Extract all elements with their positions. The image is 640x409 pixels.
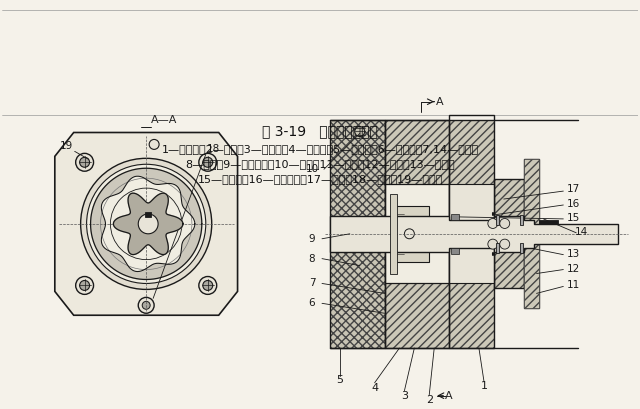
Bar — [496, 243, 499, 253]
Text: 8—压盖；9—滚针轴承；10—油塞；11—卡圈；12—法兰；13—泵轴；: 8—压盖；9—滚针轴承；10—油塞；11—卡圈；12—法兰；13—泵轴； — [185, 159, 455, 169]
Text: 9: 9 — [308, 234, 316, 244]
Circle shape — [138, 297, 154, 313]
Bar — [385, 184, 449, 283]
Circle shape — [142, 301, 150, 309]
Text: 3: 3 — [401, 391, 408, 401]
Bar — [449, 119, 494, 184]
Text: 2: 2 — [426, 395, 433, 405]
Text: 18: 18 — [207, 144, 220, 154]
Bar — [449, 184, 494, 283]
Polygon shape — [101, 176, 195, 272]
Bar — [385, 119, 449, 184]
Circle shape — [355, 126, 365, 137]
Bar — [496, 215, 499, 225]
Text: A: A — [436, 97, 444, 107]
Polygon shape — [330, 216, 618, 252]
Circle shape — [199, 276, 217, 294]
Circle shape — [203, 281, 212, 290]
Bar — [538, 220, 558, 224]
Bar — [494, 179, 524, 288]
Bar — [330, 119, 385, 348]
Polygon shape — [113, 193, 183, 254]
Bar — [451, 248, 459, 254]
Circle shape — [81, 158, 212, 290]
Text: 4: 4 — [371, 383, 378, 393]
Text: 7: 7 — [308, 279, 316, 288]
Text: 8: 8 — [308, 254, 316, 264]
Circle shape — [138, 214, 158, 234]
Circle shape — [404, 229, 414, 239]
Circle shape — [149, 139, 159, 149]
Text: 16: 16 — [566, 199, 580, 209]
Bar — [520, 215, 523, 225]
Text: 13: 13 — [566, 249, 580, 258]
Text: 1—前泵盖；2—壳体；3—圆柱销；4—后泵盖；5—外转子；6—内转子；7,14—平键；: 1—前泵盖；2—壳体；3—圆柱销；4—后泵盖；5—外转子；6—内转子；7,14—… — [161, 144, 479, 154]
Bar — [520, 243, 523, 253]
Text: 19: 19 — [60, 142, 74, 151]
Circle shape — [488, 218, 498, 229]
Circle shape — [86, 164, 206, 283]
Bar — [449, 283, 494, 348]
Circle shape — [76, 153, 93, 171]
Polygon shape — [55, 133, 237, 315]
Circle shape — [199, 153, 217, 171]
Bar — [330, 119, 385, 348]
Text: 5: 5 — [337, 375, 344, 385]
Bar — [145, 212, 151, 217]
Circle shape — [76, 276, 93, 294]
Text: 15: 15 — [566, 213, 580, 223]
Bar — [449, 115, 494, 348]
Bar — [385, 283, 449, 348]
Text: 6: 6 — [308, 298, 316, 308]
Bar — [385, 119, 449, 348]
Circle shape — [203, 157, 212, 167]
Circle shape — [79, 157, 90, 167]
Text: 图 3-19   摆线齿轮泵结构: 图 3-19 摆线齿轮泵结构 — [262, 124, 378, 139]
Text: 11: 11 — [566, 281, 580, 290]
Bar — [494, 179, 524, 288]
Polygon shape — [91, 168, 202, 279]
Text: 17: 17 — [566, 184, 580, 194]
Bar — [524, 160, 538, 308]
Circle shape — [79, 281, 90, 290]
Text: A—A: A—A — [151, 115, 177, 125]
Text: A: A — [445, 391, 453, 401]
Bar — [451, 214, 459, 220]
Bar — [394, 206, 429, 262]
Circle shape — [500, 218, 509, 229]
Bar — [524, 160, 538, 308]
Text: 12: 12 — [566, 263, 580, 274]
Bar — [390, 194, 397, 274]
Text: 10: 10 — [305, 164, 319, 174]
Circle shape — [488, 239, 498, 249]
Text: 1: 1 — [481, 381, 488, 391]
Text: 14: 14 — [575, 227, 588, 237]
Text: 15—密封环；16—弹簧挡圈；17—轴承；18—螺栓；19—卸荷槽: 15—密封环；16—弹簧挡圈；17—轴承；18—螺栓；19—卸荷槽 — [197, 174, 443, 184]
Circle shape — [500, 239, 509, 249]
